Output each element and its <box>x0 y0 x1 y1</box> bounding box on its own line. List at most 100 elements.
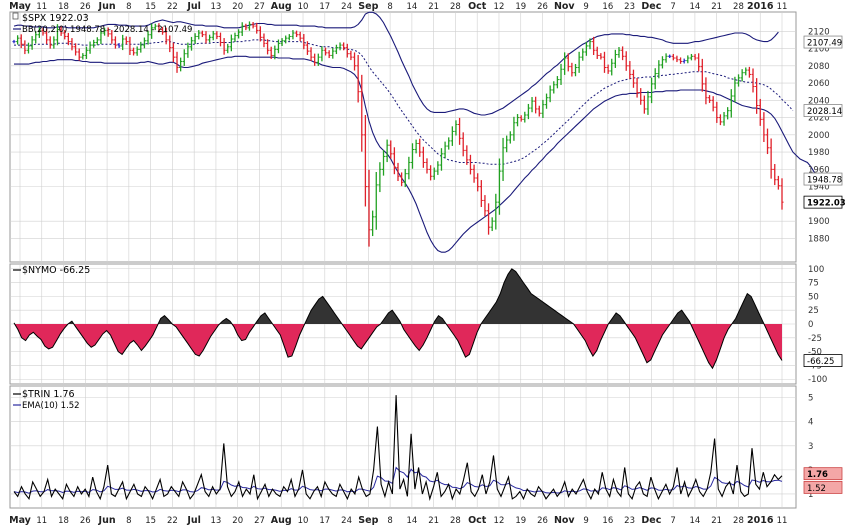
ohlc-bar <box>671 53 675 61</box>
ohlc-bar <box>588 38 592 50</box>
nymo-last-tag: -66.25 <box>803 354 843 367</box>
ohlc-bar <box>247 21 252 31</box>
ohlc-bar <box>432 167 436 180</box>
x-axis-bottom-label: 9 <box>583 516 588 526</box>
ohlc-bar <box>70 38 74 51</box>
x-axis-top-label: 26 <box>80 2 91 12</box>
ohlc-bar <box>729 89 733 118</box>
ohlc-bar <box>345 43 349 58</box>
price-tick-label: 1980 <box>808 148 830 158</box>
x-axis-bottom: May 11 18 26 Jun 8 15 22 Jul 13 20 27 Aug 10 17 24 Sep 8 1… <box>9 515 787 526</box>
ohlc-bar <box>584 42 588 56</box>
trin-legend: $TRIN 1.76 EMA(10) 1.52 <box>13 389 80 411</box>
ohlc-bar <box>171 42 175 63</box>
price-tick-label: 2100 <box>808 45 830 55</box>
x-axis-top-label: 11 <box>777 2 788 12</box>
ohlc-bar <box>88 41 92 54</box>
ohlc-bar <box>707 95 712 103</box>
ohlc-bar <box>631 69 636 88</box>
x-axis-bottom-label: Nov <box>554 515 575 526</box>
trin-line <box>13 395 783 501</box>
ohlc-bar <box>157 23 161 33</box>
bb-legend: BB(20,2.0) 1948.78 - 2028.14 - 2107.49 <box>22 25 192 35</box>
ohlc-bar <box>421 146 425 168</box>
price-legend: $SPX 1922.03 BB(20,2.0) 1948.78 - 2028.1… <box>12 12 192 35</box>
bb-middle-tag: 2028.14 <box>803 104 843 117</box>
ohlc-bar <box>338 42 342 51</box>
ohlc-bar <box>99 28 103 45</box>
x-axis-top-label: 24 <box>341 2 352 12</box>
ohlc-bar <box>45 28 49 45</box>
ohlc-bar <box>284 35 288 44</box>
ohlc-bar <box>639 88 643 105</box>
ohlc-bar <box>548 85 552 103</box>
ohlc-bar <box>269 46 273 59</box>
x-axis-bottom-label: 20 <box>232 516 243 526</box>
ohlc-bar <box>606 64 610 74</box>
ohlc-bar <box>773 164 777 186</box>
x-axis-bottom-label: Dec <box>641 515 661 526</box>
x-axis-bottom-label: 18 <box>58 516 69 526</box>
ohlc-bar <box>570 62 574 77</box>
ohlc-bar <box>262 33 266 48</box>
ohlc-bar <box>168 35 172 53</box>
ohlc-bar <box>73 43 78 56</box>
ohlc-bar <box>660 56 665 69</box>
price-tick-label: 1960 <box>808 165 830 175</box>
x-axis-top-label: 21 <box>711 2 722 12</box>
ohlc-bar <box>12 39 16 44</box>
price-tick-label: 1880 <box>808 234 830 244</box>
ohlc-bar <box>544 93 549 109</box>
ohlc-bar <box>555 76 559 89</box>
ohlc-bar <box>102 27 107 36</box>
ohlc-bar <box>110 30 114 44</box>
ohlc-bar <box>664 53 668 63</box>
x-axis-bottom-label: 22 <box>167 516 178 526</box>
ohlc-bar <box>450 126 454 146</box>
price-tick-label: 2080 <box>808 62 830 72</box>
ohlc-bar <box>657 60 661 79</box>
ohlc-bar <box>313 53 317 66</box>
x-axis-bottom-label: Oct <box>468 515 487 526</box>
ohlc-bar <box>294 30 299 38</box>
ohlc-bars <box>12 21 784 247</box>
ohlc-bar <box>595 46 599 59</box>
x-axis-top-label: 8 <box>126 2 131 12</box>
ohlc-bar <box>646 90 650 115</box>
x-axis-top-label: 21 <box>428 2 439 12</box>
ohlc-bar <box>501 137 505 181</box>
x-axis-top-label: 2016 <box>747 1 774 12</box>
x-axis-top-label: Oct <box>468 1 487 12</box>
ohlc-bar <box>26 42 31 54</box>
trin-tick-label: 3 <box>808 442 813 452</box>
ohlc-bar <box>693 53 697 61</box>
ohlc-bar <box>81 53 85 60</box>
ohlc-bar <box>52 36 56 49</box>
ohlc-bar <box>599 53 603 60</box>
x-axis-bottom-label: 7 <box>670 516 675 526</box>
ohlc-bar <box>186 42 190 58</box>
ohlc-bar <box>486 203 491 235</box>
ohlc-bar <box>686 55 690 64</box>
ohlc-bar <box>128 36 132 55</box>
ohlc-bar <box>331 47 335 59</box>
ohlc-bar <box>461 132 465 157</box>
ohlc-bar <box>23 40 27 55</box>
x-axis-top-label: Jun <box>98 1 116 12</box>
ohlc-bar <box>34 31 38 44</box>
ohlc-bar <box>121 34 125 51</box>
ohlc-bar <box>497 158 502 215</box>
ohlc-bar <box>374 172 378 230</box>
ohlc-bar <box>722 112 726 126</box>
x-axis-top: May 11 18 26 Jun 8 15 22 Jul 13 20 27 Aug 10 17 24 Sep 8 1… <box>9 1 787 12</box>
price-tick-label: 2020 <box>808 114 830 124</box>
ohlc-bar <box>48 36 52 49</box>
ohlc-bar <box>617 47 621 58</box>
ohlc-bar <box>689 53 694 61</box>
nymo-negative-area <box>14 324 782 369</box>
ohlc-bar <box>447 137 451 150</box>
price-title: $SPX 1922.03 <box>22 13 89 24</box>
ohlc-bar <box>320 46 324 62</box>
bb-lower-tag-label: 1948.78 <box>807 176 842 186</box>
ohlc-bar <box>84 46 89 59</box>
